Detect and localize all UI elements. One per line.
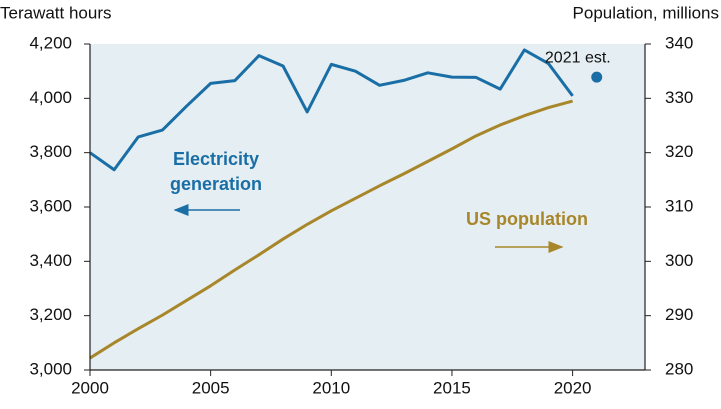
plot-background	[90, 44, 645, 370]
y-axis-label: Terawatt hours	[0, 3, 112, 22]
y2-tick-label: 330	[665, 88, 693, 107]
line	[89, 48, 574, 172]
y2-tick-label: 340	[665, 33, 693, 52]
x-tick-label: 2020	[554, 378, 592, 397]
y-tick-label: 3,200	[29, 305, 72, 324]
x-tick-label: 2005	[192, 378, 230, 397]
y2-tick-label: 310	[665, 196, 693, 215]
y-tick-label: 4,000	[29, 88, 72, 107]
x-tick-label: 2000	[71, 378, 109, 397]
y-tick-label: 3,800	[29, 142, 72, 161]
x-tick-label: 2010	[312, 378, 350, 397]
y2-tick-label: 290	[665, 305, 693, 324]
annotation: US population	[466, 209, 588, 229]
y2-axis-label: Population, millions	[573, 3, 719, 22]
y2-tick-label: 320	[665, 142, 693, 161]
estimate-point	[591, 71, 603, 83]
y-tick-label: 4,200	[29, 33, 72, 52]
y-tick-label: 3,600	[29, 196, 72, 215]
annotation: Electricity	[173, 149, 259, 169]
y-tick-label: 3,000	[29, 359, 72, 378]
y-tick-label: 3,400	[29, 251, 72, 270]
y2-tick-label: 280	[665, 359, 693, 378]
annotation: generation	[170, 174, 262, 194]
line	[89, 99, 574, 360]
y2-tick-label: 300	[665, 251, 693, 270]
x-tick-label: 2015	[433, 378, 471, 397]
estimate-label: 2021 est.	[545, 49, 611, 66]
